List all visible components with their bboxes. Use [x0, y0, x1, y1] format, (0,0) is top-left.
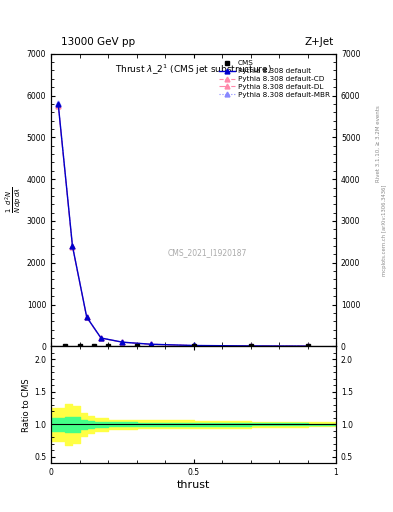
Line: Pythia 8.308 default-DL: Pythia 8.308 default-DL	[56, 103, 310, 349]
CMS	[305, 343, 310, 349]
Pythia 8.308 default-DL	[149, 342, 153, 348]
Pythia 8.308 default	[56, 101, 61, 107]
X-axis label: thrust: thrust	[177, 480, 210, 490]
Pythia 8.308 default-CD	[56, 102, 61, 108]
Text: mcplots.cern.ch [arXiv:1306.3436]: mcplots.cern.ch [arXiv:1306.3436]	[382, 185, 387, 276]
Pythia 8.308 default	[84, 314, 89, 320]
Pythia 8.308 default-MBR	[56, 100, 61, 106]
Pythia 8.308 default-DL	[56, 102, 61, 109]
Pythia 8.308 default-MBR	[305, 343, 310, 349]
Pythia 8.308 default-DL	[120, 339, 125, 345]
Y-axis label: $\frac{1}{N}\frac{d^2N}{dp\,d\lambda}$: $\frac{1}{N}\frac{d^2N}{dp\,d\lambda}$	[4, 187, 24, 214]
CMS	[248, 343, 253, 349]
Line: Pythia 8.308 default-CD: Pythia 8.308 default-CD	[56, 102, 310, 349]
Pythia 8.308 default-DL	[99, 335, 103, 341]
Line: Pythia 8.308 default-MBR: Pythia 8.308 default-MBR	[56, 101, 310, 349]
Pythia 8.308 default	[99, 335, 103, 341]
Pythia 8.308 default	[248, 343, 253, 349]
Pythia 8.308 default	[149, 341, 153, 347]
Pythia 8.308 default	[191, 343, 196, 349]
Line: Pythia 8.308 default: Pythia 8.308 default	[56, 101, 310, 349]
Legend: CMS, Pythia 8.308 default, Pythia 8.308 default-CD, Pythia 8.308 default-DL, Pyt: CMS, Pythia 8.308 default, Pythia 8.308 …	[216, 57, 332, 101]
CMS	[191, 343, 196, 349]
Line: CMS: CMS	[63, 344, 310, 349]
Pythia 8.308 default-CD	[248, 343, 253, 349]
Text: Z+Jet: Z+Jet	[304, 37, 333, 47]
Pythia 8.308 default-MBR	[70, 243, 75, 249]
CMS	[63, 343, 68, 349]
Pythia 8.308 default-CD	[305, 343, 310, 349]
Pythia 8.308 default-DL	[305, 343, 310, 349]
Pythia 8.308 default	[305, 343, 310, 349]
Text: 13000 GeV pp: 13000 GeV pp	[61, 37, 135, 47]
Pythia 8.308 default-CD	[149, 341, 153, 347]
Pythia 8.308 default-MBR	[248, 343, 253, 349]
Pythia 8.308 default	[120, 339, 125, 345]
Pythia 8.308 default-DL	[248, 343, 253, 349]
Pythia 8.308 default-DL	[191, 343, 196, 349]
Y-axis label: Ratio to CMS: Ratio to CMS	[22, 378, 31, 432]
Pythia 8.308 default-CD	[70, 243, 75, 249]
Pythia 8.308 default-CD	[120, 339, 125, 345]
Text: Thrust $\lambda\_2^1$ (CMS jet substructure): Thrust $\lambda\_2^1$ (CMS jet substruct…	[115, 62, 272, 77]
Text: CMS_2021_I1920187: CMS_2021_I1920187	[168, 248, 248, 257]
CMS	[77, 343, 82, 349]
Text: Rivet 3.1.10, ≥ 3.2M events: Rivet 3.1.10, ≥ 3.2M events	[376, 105, 380, 182]
Pythia 8.308 default-DL	[84, 314, 89, 321]
CMS	[92, 343, 96, 349]
Pythia 8.308 default	[70, 243, 75, 249]
Pythia 8.308 default-MBR	[120, 339, 125, 345]
Pythia 8.308 default-CD	[84, 314, 89, 321]
Pythia 8.308 default-MBR	[191, 343, 196, 349]
CMS	[106, 343, 110, 349]
Pythia 8.308 default-MBR	[149, 341, 153, 347]
Pythia 8.308 default-CD	[191, 343, 196, 349]
CMS	[134, 343, 139, 349]
Pythia 8.308 default-MBR	[99, 335, 103, 341]
Pythia 8.308 default-DL	[70, 244, 75, 250]
Pythia 8.308 default-MBR	[84, 314, 89, 320]
Pythia 8.308 default-CD	[99, 335, 103, 341]
